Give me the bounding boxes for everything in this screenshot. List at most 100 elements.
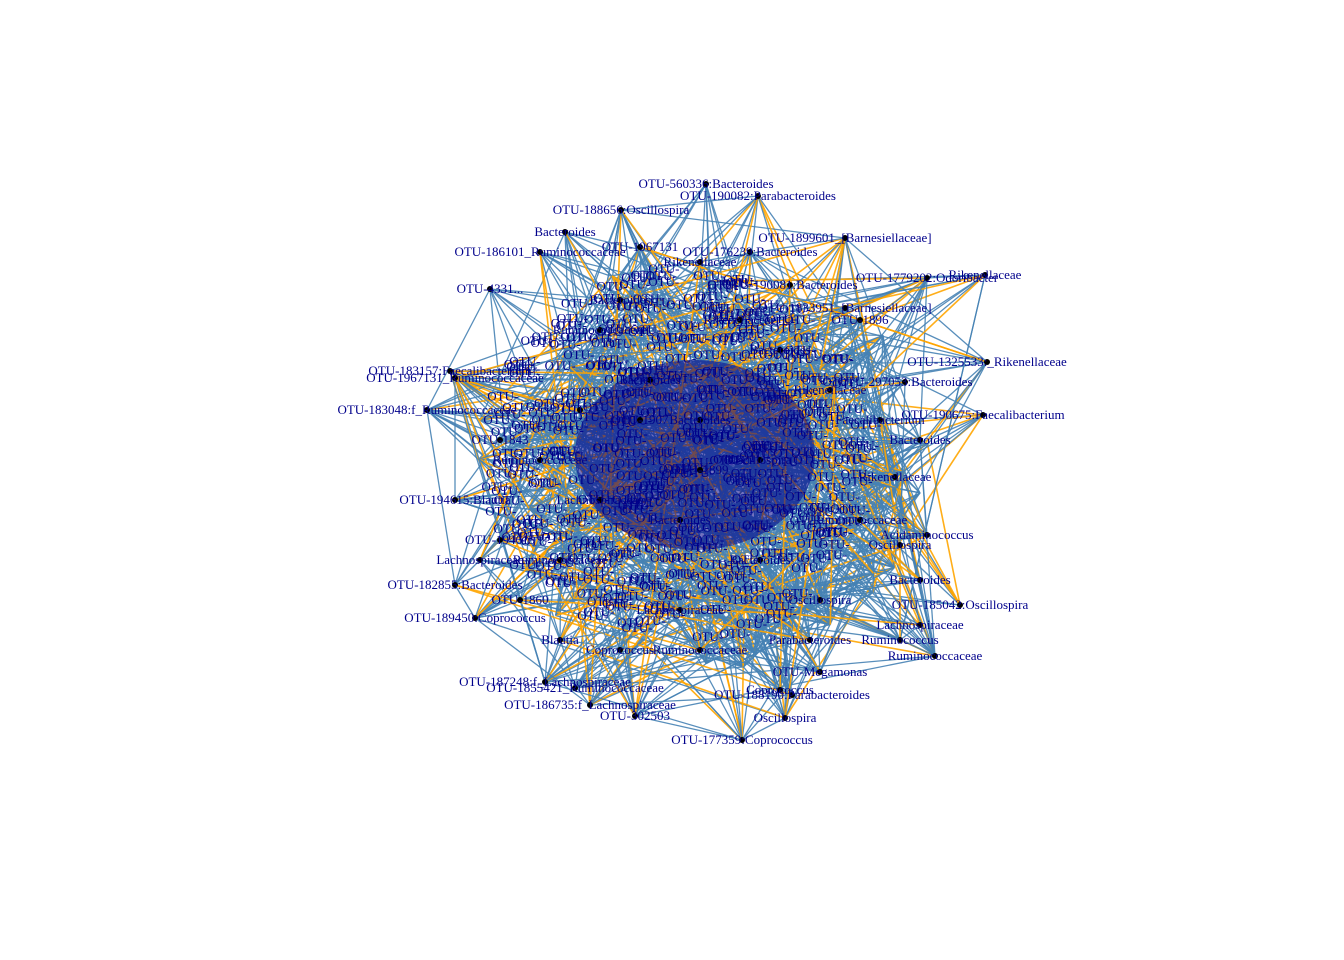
node-label-n62: Ruminococcaceae: [813, 512, 908, 527]
cluster-label: OTU-: [646, 339, 677, 354]
cluster-label: OTU-: [697, 578, 728, 593]
negative-edge: [479, 275, 613, 421]
cluster-label: OTU-: [487, 388, 518, 403]
cluster-label: OTU-: [602, 596, 633, 611]
node-n36: [617, 297, 623, 303]
cluster-label: OTU-: [784, 368, 815, 383]
cluster-label: OTU-: [635, 613, 666, 628]
cluster-label: OTU-: [626, 540, 657, 555]
node-label-n65: Oscillospira: [729, 452, 792, 467]
cluster-label: OTU-: [818, 409, 849, 424]
node-label-n69: Coprococcus: [746, 682, 814, 697]
cluster-label: OTU-: [678, 331, 709, 346]
cluster-label: OTU-: [737, 306, 768, 321]
cluster-label: OTU-: [708, 309, 739, 324]
cluster-label: OTU-: [796, 347, 827, 362]
cluster-label: OTU-: [591, 556, 622, 571]
node-n35: [782, 715, 788, 721]
node-n14: [452, 375, 458, 381]
cluster-label: OTU-: [522, 516, 553, 531]
node-n24: [472, 615, 478, 621]
cluster-label: OTU-: [799, 509, 830, 524]
positive-edge: [574, 626, 766, 689]
cluster-label: OTU-: [593, 290, 624, 305]
cluster-label: OTU-: [651, 331, 682, 346]
cluster-label: OTU-: [519, 528, 550, 543]
cluster-label: OTU-: [713, 307, 744, 322]
cluster-label: OTU-: [573, 536, 604, 551]
node-label-n14: OTU-1967131_Ruminococcaceae: [366, 370, 544, 385]
cluster-label: OTU-: [617, 299, 648, 314]
cluster-label: OTU-: [800, 527, 831, 542]
cluster-label: OTU-: [712, 330, 743, 345]
negative-edge: [499, 539, 681, 611]
node-label-n32: OTU-177359:Coprococcus: [671, 732, 813, 747]
cluster-label: OTU-: [644, 294, 675, 309]
cluster-label: OTU-: [512, 516, 543, 531]
cluster-label: OTU-: [589, 331, 620, 346]
node-label-n47: Bacteroides: [889, 572, 950, 587]
positive-edge: [538, 209, 622, 423]
cluster-label: OTU-: [586, 357, 617, 372]
cluster-label: OTU-: [551, 315, 582, 330]
cluster-label: OTU-: [736, 616, 767, 631]
node-n33: [537, 249, 543, 255]
cluster-label: OTU-: [509, 354, 540, 369]
node-label-n48: OTU-1860: [491, 592, 548, 607]
cluster-label: OTU-: [738, 322, 769, 337]
cluster-label: OTU-: [572, 507, 603, 522]
cluster-label: OTU-: [584, 604, 615, 619]
cluster-label: OTU-: [750, 545, 781, 560]
cluster-label: OTU-: [630, 570, 661, 585]
cluster-label: OTU-: [721, 349, 752, 364]
cluster-label: OTU-: [752, 297, 783, 312]
cluster-label: OTU-: [550, 336, 581, 351]
cluster-label: OTU-: [815, 480, 846, 495]
node-label-n13: OTU-183157:Faecalibacterium: [368, 363, 531, 378]
cluster-label: OTU-: [603, 581, 634, 596]
node-n48: [517, 597, 523, 603]
positive-edge: [426, 288, 491, 411]
node-n61: [497, 437, 503, 443]
cluster-label: OTU-: [656, 329, 687, 344]
node-n49: [557, 637, 563, 643]
cluster-label: OTU-: [787, 351, 818, 366]
cluster-label: OTU-: [583, 564, 614, 579]
node-label-n23: Lachnospiraceae: [876, 617, 964, 632]
node-label-n41: Faecalibacterium: [835, 412, 925, 427]
cluster-label: OTU-: [644, 600, 675, 615]
cluster-label: OTU-: [784, 312, 815, 327]
cluster-label: OTU-: [528, 476, 559, 491]
positive-edge: [819, 361, 988, 673]
node-n16: [452, 497, 458, 503]
positive-edge: [559, 639, 821, 673]
cluster-label: OTU-: [764, 347, 795, 362]
cluster-label: OTU-: [621, 270, 652, 285]
positive-edge: [749, 251, 988, 363]
cluster-label: OTU-: [605, 336, 636, 351]
node-label-n51: Coprococcus: [586, 642, 654, 657]
node-n19: [577, 407, 583, 413]
negative-edge: [739, 284, 791, 321]
node-n12: [980, 412, 986, 418]
node-label-n8: OTU-190081:Bacteroides: [722, 277, 857, 292]
cluster-label: OTU-: [551, 409, 582, 424]
cluster-label: OTU-: [732, 582, 763, 597]
cluster-label: OTU-: [809, 500, 840, 515]
cluster-label: OTU-: [672, 550, 703, 565]
positive-edge: [564, 231, 791, 286]
node-n52: [697, 647, 703, 653]
node-n63: [697, 417, 703, 423]
node-label-n45: Lachnospiraceae: [436, 552, 524, 567]
cluster-label: OTU-: [630, 572, 661, 587]
cluster-label: OTU-: [720, 626, 751, 641]
positive-edge: [528, 507, 728, 602]
positive-edge: [711, 280, 846, 309]
positive-edge: [896, 361, 988, 489]
cluster-label: OTU-: [731, 329, 762, 344]
cluster-label: OTU-: [822, 525, 853, 540]
cluster-label: OTU-: [734, 291, 765, 306]
node-n65: [757, 457, 763, 463]
node-n6: [982, 272, 988, 278]
node-label-n4: OTU-176239:Bacteroides: [682, 244, 817, 259]
